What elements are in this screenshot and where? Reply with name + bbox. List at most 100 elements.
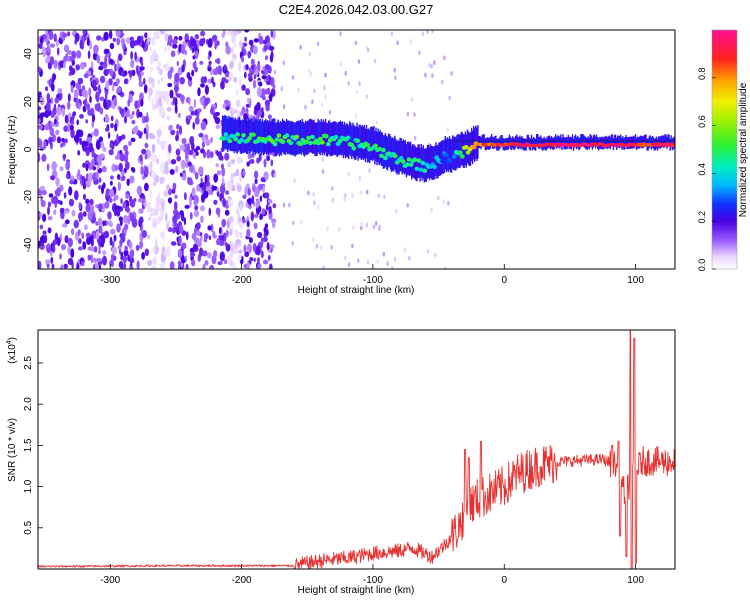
noise-cell bbox=[211, 76, 214, 84]
noise-cell bbox=[124, 106, 128, 112]
noise-cell bbox=[95, 171, 99, 179]
noise-cell bbox=[256, 157, 260, 164]
ridge-cell bbox=[420, 160, 426, 166]
ridge-halo-cell bbox=[261, 119, 264, 153]
noise-cell bbox=[223, 259, 228, 265]
noise-cell bbox=[201, 141, 205, 148]
ridge-halo-cell bbox=[370, 126, 372, 161]
noise-cell bbox=[246, 97, 250, 104]
noise-cell bbox=[76, 262, 80, 269]
noise-cell bbox=[357, 59, 361, 64]
ridge-halo-cell bbox=[323, 121, 326, 156]
noise-cell bbox=[424, 72, 427, 78]
noise-cell bbox=[321, 157, 324, 163]
noise-cell bbox=[166, 44, 171, 52]
noise-cell bbox=[249, 257, 253, 262]
noise-cell bbox=[103, 220, 107, 226]
noise-cell bbox=[328, 110, 332, 115]
ridge-halo-cell bbox=[652, 136, 655, 149]
noise-cell bbox=[239, 231, 243, 239]
noise-cell bbox=[55, 39, 59, 47]
noise-cell bbox=[149, 55, 155, 62]
noise-cell bbox=[238, 249, 243, 254]
noise-cell bbox=[312, 237, 315, 243]
noise-cell bbox=[187, 161, 192, 167]
ridge-cell bbox=[235, 132, 241, 137]
ridge-cell bbox=[414, 166, 420, 171]
noise-cell bbox=[141, 230, 147, 238]
noise-cell bbox=[70, 248, 75, 259]
noise-cell bbox=[266, 155, 271, 161]
noise-cell bbox=[258, 183, 264, 191]
noise-cell bbox=[291, 75, 295, 80]
noise-cell bbox=[200, 215, 204, 224]
noise-cell bbox=[110, 253, 114, 263]
ridge-halo-cell bbox=[605, 135, 607, 148]
noise-cell bbox=[152, 181, 157, 187]
snr-scale-text: (x104) bbox=[6, 337, 18, 364]
ridge-halo-cell bbox=[489, 136, 492, 149]
noise-cell bbox=[82, 211, 87, 217]
noise-cell bbox=[93, 153, 97, 163]
snr-series-line bbox=[38, 330, 675, 569]
ridge-halo-cell bbox=[547, 136, 549, 148]
noise-cell bbox=[136, 65, 139, 75]
ridge-cell bbox=[247, 136, 252, 141]
noise-cell bbox=[40, 36, 44, 45]
noise-cell bbox=[194, 116, 200, 125]
ridge-halo-cell bbox=[645, 134, 647, 147]
noise-cell bbox=[323, 85, 326, 91]
ridge-halo-cell bbox=[603, 136, 605, 149]
noise-cell bbox=[100, 141, 104, 149]
noise-cell bbox=[156, 128, 162, 138]
y-tick-label: 2.0 bbox=[23, 397, 34, 411]
ridge-cell bbox=[274, 137, 280, 142]
noise-cell bbox=[204, 260, 209, 266]
noise-cell bbox=[61, 107, 65, 117]
ridge-cell bbox=[412, 157, 418, 162]
ridge-cell bbox=[251, 132, 256, 137]
noise-cell bbox=[338, 227, 341, 232]
noise-cell bbox=[48, 30, 54, 40]
noise-cell bbox=[216, 187, 219, 193]
noise-cell bbox=[46, 163, 50, 171]
noise-cell bbox=[246, 161, 250, 167]
ridge-cell bbox=[325, 141, 331, 147]
noise-cell bbox=[154, 174, 160, 184]
noise-cell bbox=[248, 67, 252, 73]
noise-cell bbox=[330, 244, 333, 250]
ridge-halo-cell bbox=[255, 119, 257, 154]
noise-cell bbox=[85, 163, 89, 172]
noise-cell bbox=[247, 188, 251, 196]
noise-cell bbox=[358, 81, 361, 86]
noise-cell bbox=[366, 189, 369, 195]
x-tick-label: -300 bbox=[100, 275, 120, 286]
noise-cell bbox=[214, 116, 220, 124]
colorbar-tick-label: 0.8 bbox=[697, 68, 707, 81]
noise-cell bbox=[123, 70, 128, 76]
noise-cell bbox=[38, 118, 41, 124]
noise-cell bbox=[70, 67, 76, 76]
noise-cell bbox=[184, 49, 188, 56]
noise-cell bbox=[124, 223, 129, 231]
ridge-cell bbox=[227, 138, 233, 144]
y-tick-label: -40 bbox=[23, 237, 34, 252]
noise-cell bbox=[322, 265, 325, 269]
ridge-halo-cell bbox=[470, 127, 473, 162]
noise-cell bbox=[175, 148, 181, 156]
noise-cell bbox=[430, 207, 433, 213]
noise-cell bbox=[262, 39, 267, 45]
noise-cell bbox=[98, 265, 102, 269]
noise-cell bbox=[172, 210, 177, 215]
noise-cell bbox=[212, 230, 216, 239]
noise-cell bbox=[207, 38, 213, 48]
noise-cell bbox=[164, 249, 170, 258]
noise-cell bbox=[39, 96, 45, 106]
noise-cell bbox=[199, 205, 205, 212]
ridge-cell bbox=[406, 157, 412, 162]
noise-cell bbox=[263, 158, 267, 168]
noise-cell bbox=[143, 77, 146, 85]
noise-cell bbox=[196, 230, 201, 237]
noise-cell bbox=[413, 112, 416, 118]
ridge-halo-cell bbox=[259, 118, 262, 153]
